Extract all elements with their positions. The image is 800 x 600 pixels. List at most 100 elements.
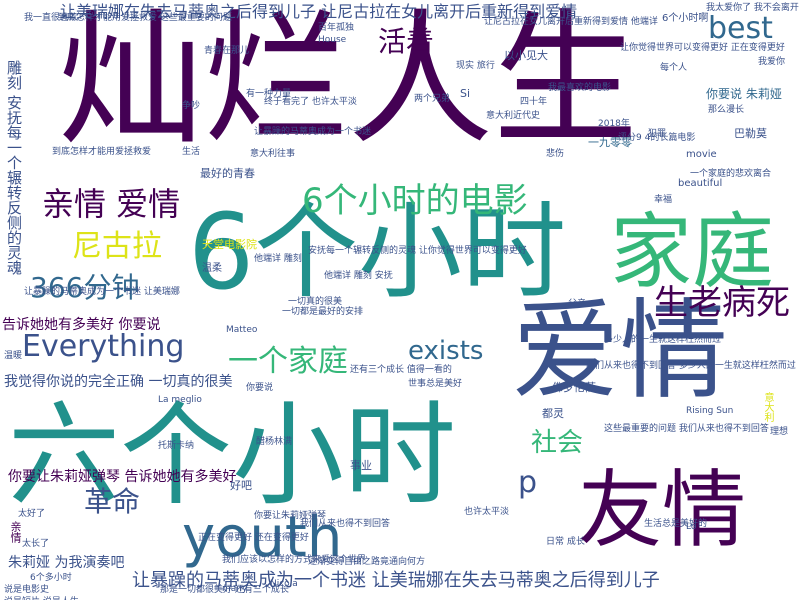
word-cloud-word: 家庭 — [610, 205, 775, 300]
word-cloud-word: Rising Sun — [686, 406, 734, 416]
word-cloud-word: 让暴躁的马蒂奥成为一个书迷 — [254, 127, 372, 137]
word-cloud-word: 他端详 雕刻 — [254, 254, 302, 264]
word-cloud-word: 醋杨林满 — [256, 437, 293, 447]
word-cloud-word: 亲情 爱情 — [42, 185, 181, 223]
word-cloud-word: 意大利往事 — [250, 149, 296, 159]
word-cloud-word: 说是短片 说是人生 — [4, 598, 79, 600]
word-cloud-word: 世事总是美好 — [408, 379, 463, 389]
word-cloud-word: 最好的青春 — [200, 167, 255, 180]
word-cloud-word: 活着 — [378, 25, 435, 58]
word-cloud-word: 你要让朱莉娅弹琴 告诉她她有多美好 — [8, 469, 237, 485]
word-cloud-word: 也许太平淡 — [464, 507, 510, 517]
word-cloud-word: 你要说 朱莉娅 — [706, 87, 782, 101]
word-cloud-word: 都灵 — [542, 407, 564, 420]
word-cloud-word: 你要说 — [246, 383, 274, 393]
word-cloud-word: youth — [182, 505, 343, 570]
word-cloud-word: 朱莉娅 为我演奏吧 — [8, 555, 125, 571]
word-cloud-word: 2018年 — [598, 119, 630, 129]
word-cloud-word: 我一直很喜欢 — [24, 13, 79, 23]
word-cloud-word: beautiful — [678, 178, 723, 189]
word-cloud-word: 两个兄弟 — [414, 94, 451, 104]
word-cloud-word: 生活总是美好的 — [644, 519, 708, 529]
word-cloud-word: 一切真的很美 — [288, 297, 343, 307]
word-cloud-word: 那是一切都很美好 还有三个成长 — [160, 585, 289, 595]
word-cloud-word: 灿烂人生 — [58, 0, 638, 165]
word-cloud-word: 佛罗伦萨 — [552, 381, 596, 394]
word-cloud-word: p — [518, 465, 538, 500]
word-cloud-word: 意大利 — [762, 392, 773, 422]
word-cloud-word: Everything — [22, 329, 185, 364]
word-cloud-word: 现实 旅行 — [456, 61, 495, 71]
word-cloud-word: best — [708, 11, 773, 46]
word-cloud-word: 我觉得你说的完全正确 一切真的很美 — [4, 374, 233, 390]
word-cloud-word: Lo — [686, 522, 697, 532]
word-cloud-word: 我爱你 — [758, 57, 786, 67]
word-cloud-word: 说是电影史 — [4, 585, 50, 595]
word-cloud-word: 争吵 — [182, 101, 201, 111]
word-cloud-word: 尼古拉 — [72, 229, 162, 264]
word-cloud-word: Matteo — [226, 325, 258, 335]
word-cloud-word: exists — [408, 336, 484, 366]
word-cloud-word: 多少人的一生就这样枉然而过 — [604, 335, 722, 345]
word-cloud-word: 我最喜欢的电影 — [548, 83, 612, 93]
word-cloud-word: 让尼古拉在女儿离开后重新得到爱情 他端详 — [484, 17, 658, 27]
word-cloud-word: 这些最重要的问题 我们从来也得不到回答 — [604, 424, 769, 434]
word-cloud-word: movie — [686, 149, 717, 160]
word-cloud-word: 天堂电影院 — [202, 238, 257, 251]
word-cloud-word: 爱情 — [512, 289, 729, 414]
word-cloud-word: 我们应该以怎样的方式来爱这个世界 — [222, 555, 367, 565]
word-cloud-word: 巴勒莫 — [734, 127, 767, 140]
word-cloud-word: 让暴躁的马蒂奥成为一个书迷 让美瑞娜在失去马蒂奥之后得到儿子 — [132, 570, 660, 591]
word-cloud-word: 友情 — [578, 461, 747, 559]
word-cloud-word: 我们从来也得不到回答 — [300, 519, 391, 529]
word-cloud-word: 革命 — [84, 485, 141, 518]
word-cloud-word: House — [318, 35, 347, 45]
word-cloud-word: 事业 — [350, 459, 372, 472]
word-cloud-word: 那么漫长 — [708, 105, 745, 115]
word-cloud-word: 告诉她她有多美好 你要说 — [2, 317, 161, 333]
word-cloud-word: 6个小时啊 — [662, 13, 709, 24]
word-cloud-word: 好吧 — [230, 479, 252, 492]
word-cloud-word: 正在变得更好 还在变得更好 — [198, 533, 309, 543]
word-cloud-word: 我太爱你了 我不会离开 — [706, 3, 799, 13]
word-cloud-word: 百年孤独 — [318, 23, 355, 33]
word-cloud-word: 青春在那儿 — [204, 46, 250, 56]
word-cloud-word: 温柔 — [202, 263, 222, 274]
word-cloud-word: 终于看完了 也许太平淡 — [264, 97, 357, 107]
word-cloud-word: 太好了 — [18, 509, 46, 519]
word-cloud-word: 6个小时的电影 — [302, 181, 528, 221]
word-cloud-word: 托斯卡纳 — [158, 441, 195, 451]
word-cloud-word: 366分钟 — [30, 271, 140, 304]
word-cloud-word: 以小见大 — [504, 49, 548, 62]
word-cloud-word: 雕刻 安抚每一个辗转反侧的灵魂 — [5, 60, 23, 275]
word-cloud-word: 日常 成长 — [546, 537, 585, 547]
word-cloud-word: 生活 — [182, 147, 201, 157]
word-cloud-word: 太长了 — [22, 539, 50, 549]
word-cloud-word: 四十年 — [520, 97, 548, 107]
word-cloud-word: 到底怎样才能用爱拯救爱 这些最重要的问题 — [58, 13, 232, 23]
word-cloud-word: Nicola — [270, 579, 298, 589]
word-cloud-word: 犯罪 — [648, 129, 667, 139]
word-cloud-word: 温暖 — [4, 351, 23, 361]
word-cloud-word: 幸福 — [654, 195, 673, 205]
word-cloud-word: 评分9 4的长篇电影 — [618, 133, 696, 143]
word-cloud-word: La meglio — [158, 395, 202, 405]
word-cloud-word: 安抚每一个辗转反侧的灵魂 让你觉得世界可以变得更好 — [308, 246, 527, 256]
word-cloud-word: 每个人 — [660, 63, 688, 73]
word-cloud-word: 理想 — [770, 427, 789, 437]
word-cloud-word: 让美瑞娜在失去马蒂奥之后得到儿子 让尼古拉在女儿离开后重新得到爱情 — [60, 2, 578, 21]
word-cloud-word: 一个家庭 — [228, 344, 348, 379]
word-cloud-word: 我们从来也得不到回答 多少人的一生就这样枉然而过 — [586, 361, 796, 371]
word-cloud-word: 六个小时 — [8, 391, 456, 521]
word-cloud-word: 生老病死 — [654, 283, 790, 323]
word-cloud-word: 你要让朱莉娅弹琴 — [254, 511, 327, 521]
word-cloud-word: 让你觉得世界可以变得更好 正在变得更好 — [620, 43, 785, 53]
word-cloud-word: 还有三个成长 值得一看的 — [350, 365, 452, 375]
word-cloud-word: 社会 — [531, 428, 584, 458]
word-cloud-word: 6个小时 — [188, 191, 567, 313]
word-cloud-word: 让暴躁的马蒂奥成为一个书迷 让美瑞娜 — [24, 287, 180, 297]
word-cloud-word: 一九零零 — [588, 136, 632, 149]
word-cloud-word: 到底怎样才能用爱拯救爱 — [52, 147, 152, 157]
word-cloud-word: 悲伤 — [546, 149, 565, 159]
